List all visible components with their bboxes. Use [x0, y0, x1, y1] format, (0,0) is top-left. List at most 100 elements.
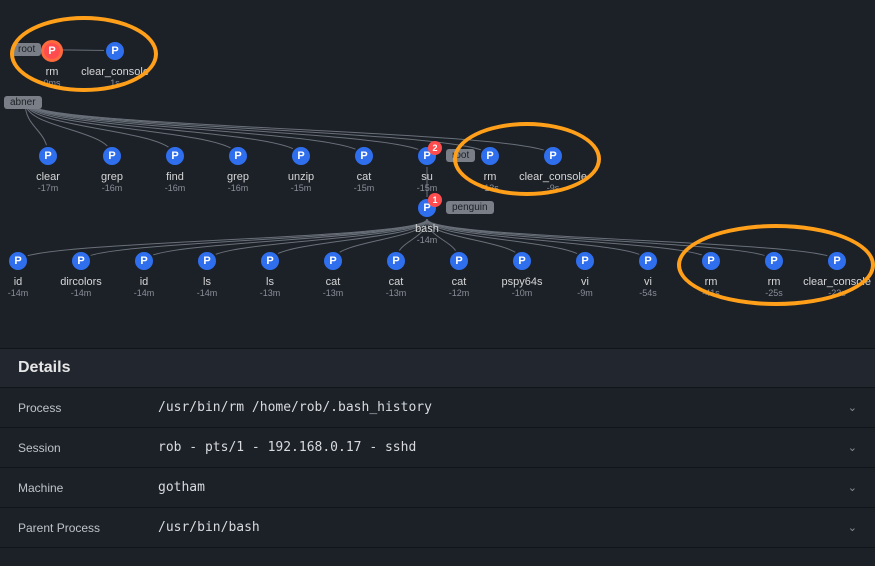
process-icon: P: [101, 145, 123, 167]
process-icon: P: [37, 145, 59, 167]
user-tag-abner[interactable]: abner: [4, 96, 42, 109]
process-icon: P: [70, 250, 92, 272]
process-time: -14m: [417, 235, 438, 245]
details-value: rob - pts/1 - 192.168.0.17 - sshd: [158, 440, 842, 455]
process-node-clear_console[interactable]: Pclear_console-9s: [523, 145, 583, 193]
process-icon: P: [196, 250, 218, 272]
process-label: vi: [581, 276, 589, 288]
process-label: ls: [203, 276, 211, 288]
process-time: -14m: [197, 288, 218, 298]
process-icon: P: [227, 145, 249, 167]
details-row[interactable]: Parent Process/usr/bin/bash⌄: [0, 508, 875, 548]
process-time: -16m: [228, 183, 249, 193]
process-time: -15m: [291, 183, 312, 193]
process-label: clear_console: [519, 171, 587, 183]
process-node-id[interactable]: Pid-14m: [0, 250, 48, 298]
process-icon: P: [7, 250, 29, 272]
process-label: bash: [415, 223, 439, 235]
process-icon: P: [637, 250, 659, 272]
details-key: Session: [18, 441, 158, 455]
process-node-id[interactable]: Pid-14m: [114, 250, 174, 298]
user-tag-root[interactable]: root: [12, 43, 41, 56]
process-label: rm: [484, 171, 497, 183]
process-node-vi[interactable]: Pvi-9m: [555, 250, 615, 298]
process-node-pspy64s[interactable]: Ppspy64s-10m: [492, 250, 552, 298]
process-node-cat[interactable]: Pcat-15m: [334, 145, 394, 193]
process-label: su: [421, 171, 433, 183]
process-time: -13m: [260, 288, 281, 298]
process-node-vi[interactable]: Pvi-54s: [618, 250, 678, 298]
details-panel: Details Process/usr/bin/rm /home/rob/.ba…: [0, 348, 875, 548]
details-title: Details: [0, 348, 875, 388]
process-time: -9m: [577, 288, 593, 298]
process-node-grep[interactable]: Pgrep-16m: [82, 145, 142, 193]
process-label: vi: [644, 276, 652, 288]
process-node-ls[interactable]: Pls-14m: [177, 250, 237, 298]
process-time: -16m: [165, 183, 186, 193]
process-icon: P: [826, 250, 848, 272]
process-icon: P: [322, 250, 344, 272]
process-label: grep: [227, 171, 249, 183]
process-node-grep[interactable]: Pgrep-16m: [208, 145, 268, 193]
user-tag-root[interactable]: root: [446, 149, 475, 162]
process-icon: P: [511, 250, 533, 272]
process-time: -14m: [71, 288, 92, 298]
process-label: id: [14, 276, 23, 288]
process-label: cat: [389, 276, 404, 288]
process-icon: P: [104, 40, 126, 62]
process-time: -16m: [102, 183, 123, 193]
process-time: -13s: [481, 183, 499, 193]
process-time: -23s: [828, 288, 846, 298]
child-count-badge: 2: [428, 141, 442, 155]
process-node-cat[interactable]: Pcat-12m: [429, 250, 489, 298]
details-key: Machine: [18, 481, 158, 495]
process-time: -12m: [449, 288, 470, 298]
process-label: clear_console: [81, 66, 149, 78]
process-node-ls[interactable]: Pls-13m: [240, 250, 300, 298]
details-value: /usr/bin/bash: [158, 520, 842, 535]
process-label: rm: [705, 276, 718, 288]
process-icon: P: [290, 145, 312, 167]
details-key: Process: [18, 401, 158, 415]
process-label: rm: [46, 66, 59, 78]
process-label: clear: [36, 171, 60, 183]
process-node-rm[interactable]: Prm-25s: [744, 250, 804, 298]
details-row[interactable]: Process/usr/bin/rm /home/rob/.bash_histo…: [0, 388, 875, 428]
process-icon: P: [164, 145, 186, 167]
process-time: -13m: [386, 288, 407, 298]
process-icon: P: [700, 250, 722, 272]
process-label: rm: [768, 276, 781, 288]
process-node-cat[interactable]: Pcat-13m: [366, 250, 426, 298]
process-label: clear_console: [803, 276, 871, 288]
process-node-clear_console[interactable]: Pclear_console1s: [85, 40, 145, 88]
process-time: -10m: [512, 288, 533, 298]
process-icon: P: [479, 145, 501, 167]
chevron-down-icon: ⌄: [842, 521, 857, 534]
process-time: -54s: [639, 288, 657, 298]
process-node-clear[interactable]: Pclear-17m: [18, 145, 78, 193]
process-icon: P: [353, 145, 375, 167]
process-time: -41s: [702, 288, 720, 298]
process-icon: P: [542, 145, 564, 167]
user-tag-penguin[interactable]: penguin: [446, 201, 494, 214]
process-node-cat[interactable]: Pcat-13m: [303, 250, 363, 298]
process-node-dircolors[interactable]: Pdircolors-14m: [51, 250, 111, 298]
process-label: find: [166, 171, 184, 183]
process-time: -9s: [547, 183, 560, 193]
process-node-unzip[interactable]: Punzip-15m: [271, 145, 331, 193]
process-node-rm[interactable]: Prm-41s: [681, 250, 741, 298]
details-key: Parent Process: [18, 521, 158, 535]
process-label: ls: [266, 276, 274, 288]
process-icon: P2: [416, 145, 438, 167]
process-node-find[interactable]: Pfind-16m: [145, 145, 205, 193]
process-time: 0ms: [43, 78, 60, 88]
process-node-clear_console[interactable]: Pclear_console-23s: [807, 250, 867, 298]
process-icon: P: [385, 250, 407, 272]
process-label: pspy64s: [502, 276, 543, 288]
process-icon: P: [448, 250, 470, 272]
process-label: grep: [101, 171, 123, 183]
details-row[interactable]: Machinegotham⌄: [0, 468, 875, 508]
details-row[interactable]: Sessionrob - pts/1 - 192.168.0.17 - sshd…: [0, 428, 875, 468]
process-label: id: [140, 276, 149, 288]
chevron-down-icon: ⌄: [842, 401, 857, 414]
